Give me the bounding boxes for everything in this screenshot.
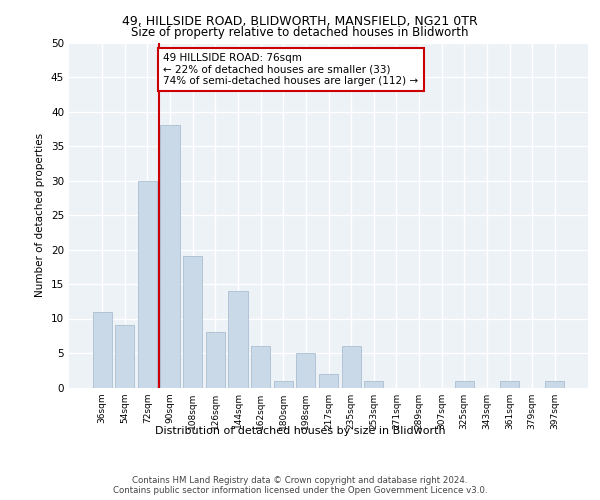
Text: 49, HILLSIDE ROAD, BLIDWORTH, MANSFIELD, NG21 0TR: 49, HILLSIDE ROAD, BLIDWORTH, MANSFIELD,… bbox=[122, 15, 478, 28]
Bar bbox=[500, 380, 519, 388]
Bar bbox=[183, 256, 202, 388]
Bar bbox=[115, 326, 134, 388]
Bar bbox=[92, 312, 112, 388]
Y-axis label: Number of detached properties: Number of detached properties bbox=[35, 133, 46, 297]
Text: Size of property relative to detached houses in Blidworth: Size of property relative to detached ho… bbox=[131, 26, 469, 39]
Bar bbox=[319, 374, 338, 388]
Bar bbox=[160, 126, 180, 388]
Bar bbox=[229, 291, 248, 388]
Bar bbox=[206, 332, 225, 388]
Bar bbox=[274, 380, 293, 388]
Bar bbox=[138, 180, 157, 388]
Bar bbox=[296, 353, 316, 388]
Text: 49 HILLSIDE ROAD: 76sqm
← 22% of detached houses are smaller (33)
74% of semi-de: 49 HILLSIDE ROAD: 76sqm ← 22% of detache… bbox=[163, 53, 418, 86]
Bar bbox=[545, 380, 565, 388]
Bar bbox=[364, 380, 383, 388]
Text: Distribution of detached houses by size in Blidworth: Distribution of detached houses by size … bbox=[155, 426, 445, 436]
Bar bbox=[251, 346, 270, 388]
Text: Contains HM Land Registry data © Crown copyright and database right 2024.
Contai: Contains HM Land Registry data © Crown c… bbox=[113, 476, 487, 495]
Bar bbox=[341, 346, 361, 388]
Bar bbox=[455, 380, 474, 388]
